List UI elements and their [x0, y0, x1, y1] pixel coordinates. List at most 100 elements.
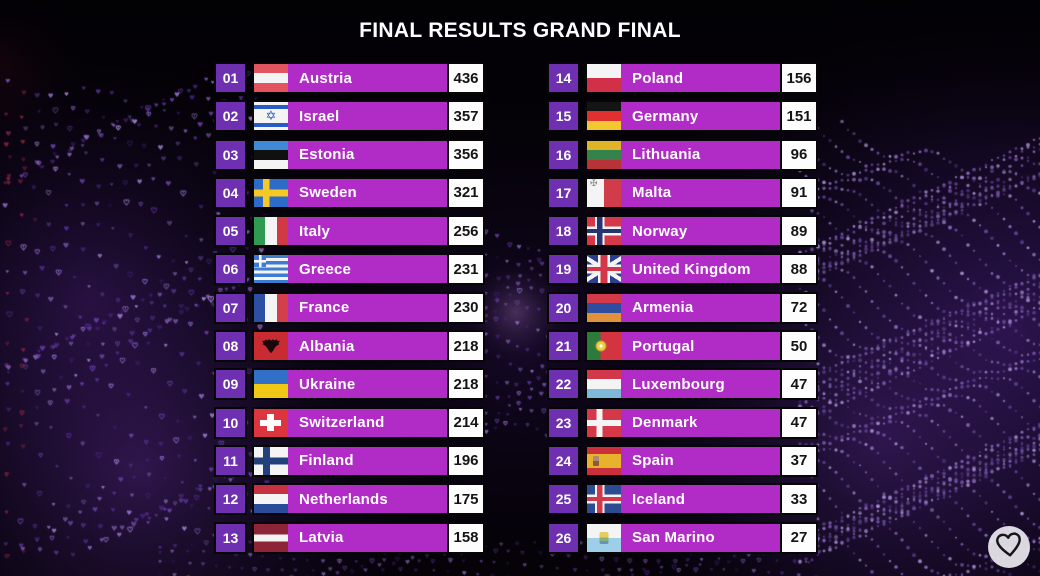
country-bar: United Kingdom 88 [585, 253, 818, 286]
result-row: 16 Lithuania 96 [547, 138, 818, 171]
result-row: 13 Latvia 158 [214, 521, 485, 554]
rank-badge: 12 [214, 483, 247, 516]
country-name: Finland [299, 452, 354, 470]
country-bar: Ukraine 218 [252, 368, 485, 401]
country-bar: San Marino 27 [585, 521, 818, 554]
ukraine-flag-icon [254, 370, 288, 399]
country-bar: Armenia 72 [585, 291, 818, 324]
country-name: Poland [632, 69, 684, 87]
heart-outline-icon [994, 530, 1024, 565]
result-row: 10 Switzerland 214 [214, 406, 485, 439]
rank-number: 22 [555, 376, 572, 393]
rank-badge: 16 [547, 138, 580, 171]
portugal-flag-icon [587, 332, 621, 361]
country-bar: Latvia 158 [252, 521, 485, 554]
malta-flag-emblem-icon: ✠ [590, 178, 598, 189]
score-value: 218 [447, 370, 483, 399]
albania-flag-icon [254, 332, 288, 361]
country-bar: Finland 196 [252, 444, 485, 477]
country-bar: Luxembourg 47 [585, 368, 818, 401]
latvia-flag-icon [254, 523, 288, 552]
rank-number: 24 [555, 452, 572, 469]
rank-number: 05 [222, 223, 239, 240]
rank-number: 04 [222, 184, 239, 201]
rank-number: 16 [555, 146, 572, 163]
result-row: 17 ✠ Malta 91 [547, 176, 818, 209]
country-bar: Estonia 356 [252, 138, 485, 171]
country-name: Italy [299, 222, 331, 240]
country-name: Greece [299, 260, 352, 278]
result-row: 04 Sweden 321 [214, 176, 485, 209]
rank-badge: 14 [547, 62, 580, 94]
country-name: San Marino [632, 529, 715, 547]
score-value: 151 [780, 102, 816, 131]
country-bar: France 230 [252, 291, 485, 324]
france-flag-icon [254, 293, 288, 322]
denmark-flag-icon [587, 408, 621, 437]
rank-number: 17 [555, 184, 572, 201]
rank-number: 18 [555, 223, 572, 240]
result-row: 09 Ukraine 218 [214, 368, 485, 401]
rank-badge: 22 [547, 368, 580, 401]
norway-flag-icon [587, 217, 621, 246]
score-value: 47 [780, 370, 816, 399]
rank-number: 03 [222, 146, 239, 163]
luxembourg-flag-icon [587, 370, 621, 399]
result-row: 03 Estonia 356 [214, 138, 485, 171]
estonia-flag-icon [254, 140, 288, 169]
country-name: Estonia [299, 146, 355, 164]
country-bar: Albania 218 [252, 330, 485, 363]
country-bar: Denmark 47 [585, 406, 818, 439]
rank-number: 23 [555, 414, 572, 431]
country-name: Netherlands [299, 490, 388, 508]
rank-number: 20 [555, 299, 572, 316]
country-name: Albania [299, 337, 355, 355]
score-value: 91 [780, 178, 816, 207]
country-name: Sweden [299, 184, 357, 202]
rank-number: 15 [555, 108, 572, 125]
rank-badge: 20 [547, 291, 580, 324]
lithuania-flag-icon [587, 140, 621, 169]
country-name: Latvia [299, 529, 344, 547]
rank-number: 11 [223, 452, 238, 469]
rank-number: 14 [555, 70, 572, 86]
country-name: Denmark [632, 414, 698, 432]
rank-badge: 13 [214, 521, 247, 554]
country-bar: Italy 256 [252, 215, 485, 248]
rank-number: 10 [222, 414, 239, 431]
rank-badge: 19 [547, 253, 580, 286]
score-value: 50 [780, 332, 816, 361]
country-bar: Spain 37 [585, 444, 818, 477]
rank-badge: 15 [547, 100, 580, 133]
country-name: Lithuania [632, 146, 701, 164]
spain-flag-icon [587, 446, 621, 475]
score-value: 37 [780, 446, 816, 475]
israel-flag-icon: ✡ [254, 102, 288, 131]
country-bar: Iceland 33 [585, 483, 818, 516]
country-bar: Switzerland 214 [252, 406, 485, 439]
country-name: Armenia [632, 299, 694, 317]
rank-badge: 24 [547, 444, 580, 477]
result-row: 07 France 230 [214, 291, 485, 324]
country-name: Switzerland [299, 414, 385, 432]
country-bar: Germany 151 [585, 100, 818, 133]
result-row: 21 Portugal 50 [547, 330, 818, 363]
score-value: 256 [447, 217, 483, 246]
score-value: 33 [780, 485, 816, 514]
rank-badge: 04 [214, 176, 247, 209]
country-name: France [299, 299, 350, 317]
rank-badge: 25 [547, 483, 580, 516]
rank-number: 06 [222, 261, 239, 278]
rank-badge: 26 [547, 521, 580, 554]
rank-number: 19 [555, 261, 572, 278]
result-row: 11 Finland 196 [214, 444, 485, 477]
austria-flag-icon [254, 64, 288, 92]
country-name: Portugal [632, 337, 695, 355]
page-title: FINAL RESULTS GRAND FINAL [359, 19, 681, 42]
score-value: 196 [447, 446, 483, 475]
result-row: 26 San Marino 27 [547, 521, 818, 554]
score-value: 321 [447, 178, 483, 207]
country-bar: Sweden 321 [252, 176, 485, 209]
result-row: 19 United Kingdom 88 [547, 253, 818, 286]
